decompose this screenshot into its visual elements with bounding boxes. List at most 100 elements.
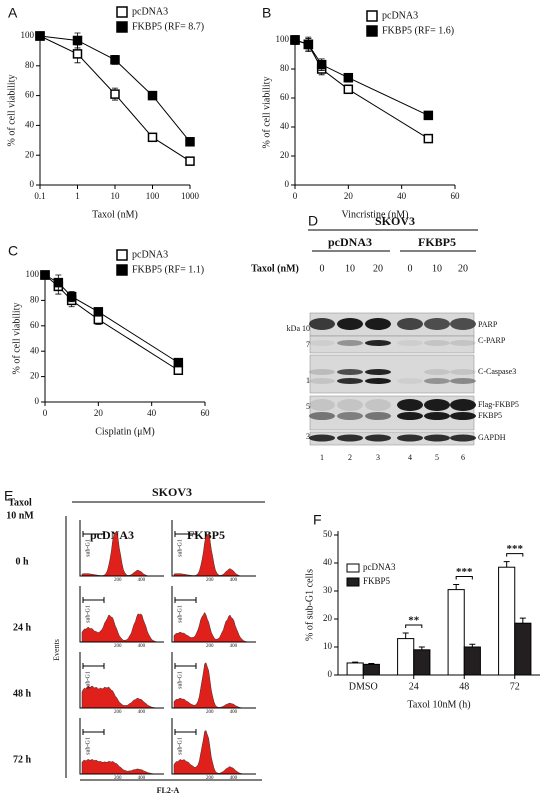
point (173, 357, 184, 368)
blot-band (337, 318, 363, 330)
histogram-tick: 200 (114, 710, 122, 715)
dose-label: 20 (373, 263, 383, 274)
y-axis-label: % of cell viability (261, 77, 272, 149)
point (35, 31, 45, 41)
y-tick-label: 60 (280, 92, 290, 102)
x-tick-label: 10 (111, 191, 121, 201)
blot-treatment: Taxol (nM) (251, 263, 299, 274)
lane-number: 4 (408, 453, 412, 462)
significance-bracket (506, 553, 524, 557)
histogram (173, 662, 254, 709)
flow-treatment: Taxol (8, 497, 32, 508)
x-tick-label: 72 (510, 681, 520, 692)
error-bar (453, 584, 460, 590)
gate-label: sub-G1 (85, 671, 91, 689)
x-tick-label: 0 (293, 191, 298, 201)
bar (362, 663, 380, 676)
y-tick-label: 0 (30, 179, 35, 189)
blot-band (309, 399, 335, 411)
x-tick-label: 100 (146, 191, 160, 201)
histogram (173, 611, 255, 643)
histogram (81, 759, 163, 775)
point (40, 270, 50, 280)
gate-marker (174, 663, 197, 669)
significance-bracket (405, 624, 423, 628)
blot-band (397, 378, 423, 384)
series-line (294, 39, 429, 116)
blot-group: FKBP5 (418, 235, 456, 249)
band-label: C-Caspase3 (478, 367, 516, 376)
bar (463, 646, 481, 676)
point (110, 55, 120, 65)
point (343, 84, 354, 95)
y-tick-label: 0 (328, 669, 333, 679)
blot-band (424, 399, 450, 411)
bar (397, 638, 415, 676)
blot-band (309, 378, 335, 384)
error-bar (352, 661, 359, 663)
blot-band (397, 340, 423, 346)
legend-label: FKBP5 (RF= 8.7) (132, 21, 204, 32)
point (72, 49, 83, 59)
histogram-tick: 400 (230, 644, 238, 649)
point (303, 39, 314, 50)
bar (447, 589, 465, 676)
y-tick-label: 40 (25, 119, 35, 129)
blot-group: pcDNA3 (328, 235, 372, 249)
error-bar (402, 632, 409, 639)
significance-label: ** (408, 615, 420, 627)
flow-y-label: Events (52, 639, 61, 661)
blot-band (450, 340, 476, 346)
y-tick-label: 100 (276, 34, 290, 44)
x-axis-label: Cisplatin (μM) (95, 426, 155, 437)
y-tick-label: 40 (30, 345, 40, 355)
blot-band (365, 434, 391, 442)
blot-band (365, 378, 391, 384)
point (66, 291, 77, 302)
gate-label: sub-G1 (85, 605, 91, 623)
series-line (44, 274, 179, 364)
blot-band (424, 378, 450, 384)
histogram (81, 613, 163, 643)
histogram-axes (79, 586, 164, 643)
histogram-axes (171, 718, 256, 775)
x-axis-label: Taxol (nM) (92, 209, 138, 220)
y-tick-label: 100 (26, 269, 40, 279)
point (110, 89, 120, 99)
blot-band (365, 412, 391, 420)
y-tick-label: 20 (30, 371, 40, 381)
y-tick-label: 20 (323, 613, 333, 623)
blot-band (397, 434, 423, 442)
point (185, 156, 195, 166)
gate-marker (82, 729, 105, 735)
blot-strip (309, 354, 475, 394)
western-blot: SKOV3 pcDNA3 FKBP5 Taxol (nM) kDa 100 70… (251, 214, 519, 462)
legend-swatch (366, 25, 378, 37)
y-tick-label: 50 (323, 529, 333, 539)
blot-band (309, 340, 335, 346)
histogram-axes (171, 652, 256, 709)
histogram-tick: 400 (230, 578, 238, 583)
legend-swatch (116, 249, 128, 261)
blot-band (450, 369, 476, 375)
legend-label: FKBP5 (RF= 1.1) (132, 264, 204, 275)
y-tick-label: 100 (21, 30, 35, 40)
legend-swatch (116, 6, 128, 18)
histogram-tick: 200 (114, 578, 122, 583)
mw-marker: 100 (302, 324, 314, 333)
blot-cell-line: SKOV3 (375, 214, 415, 228)
error-bar (368, 663, 375, 665)
time-label: 72 h (13, 754, 32, 765)
point (147, 132, 158, 143)
histogram-axes (171, 586, 256, 643)
lane-number: 6 (461, 453, 465, 462)
y-tick-label: 0 (285, 179, 290, 189)
time-label: 48 h (13, 688, 32, 699)
kda-label: kDa (287, 324, 301, 333)
significance-label: *** (456, 566, 473, 578)
gate-marker (174, 597, 197, 603)
x-tick-label: DMSO (349, 681, 378, 692)
histogram-tick: 400 (138, 644, 146, 649)
flow-group: pcDNA3 (90, 528, 134, 542)
